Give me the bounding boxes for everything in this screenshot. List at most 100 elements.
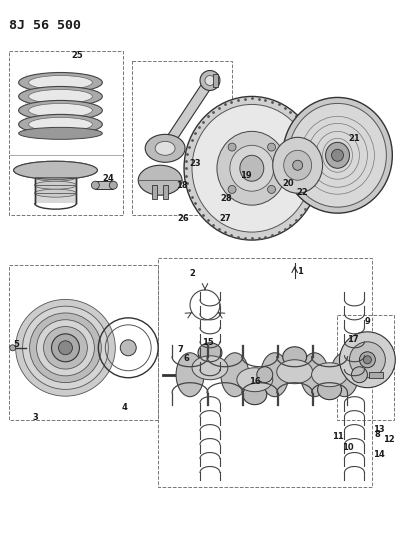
- Text: 26: 26: [177, 214, 189, 223]
- Ellipse shape: [14, 161, 97, 179]
- Ellipse shape: [350, 342, 385, 378]
- Ellipse shape: [289, 103, 386, 207]
- Text: 6: 6: [183, 354, 189, 364]
- Text: 16: 16: [249, 377, 261, 386]
- Ellipse shape: [205, 76, 215, 85]
- Ellipse shape: [257, 367, 273, 383]
- Ellipse shape: [35, 173, 77, 181]
- Ellipse shape: [359, 352, 375, 368]
- Ellipse shape: [192, 356, 228, 379]
- Text: 7: 7: [177, 345, 183, 354]
- Ellipse shape: [228, 185, 236, 193]
- Ellipse shape: [326, 142, 350, 168]
- Ellipse shape: [51, 334, 79, 362]
- Ellipse shape: [243, 385, 267, 405]
- Ellipse shape: [240, 155, 264, 181]
- Ellipse shape: [221, 176, 229, 184]
- Bar: [213, 74, 218, 87]
- Ellipse shape: [268, 143, 276, 151]
- Text: 4: 4: [121, 403, 127, 412]
- Text: 5: 5: [14, 340, 20, 349]
- Ellipse shape: [29, 76, 93, 90]
- Text: 23: 23: [189, 159, 201, 168]
- Text: 21: 21: [349, 134, 360, 143]
- Text: 19: 19: [240, 171, 252, 180]
- Ellipse shape: [19, 100, 102, 120]
- Ellipse shape: [91, 181, 99, 189]
- Ellipse shape: [222, 192, 228, 198]
- Ellipse shape: [293, 160, 302, 170]
- Text: 25: 25: [71, 51, 83, 60]
- Ellipse shape: [29, 103, 93, 117]
- Ellipse shape: [37, 320, 95, 376]
- Ellipse shape: [230, 146, 274, 191]
- Ellipse shape: [109, 181, 117, 189]
- Bar: [132, 61, 232, 215]
- Bar: [35, 170, 77, 203]
- Ellipse shape: [10, 345, 16, 351]
- Text: 15: 15: [202, 338, 214, 348]
- Ellipse shape: [29, 117, 93, 131]
- Ellipse shape: [198, 343, 222, 363]
- Ellipse shape: [30, 313, 101, 383]
- Text: 14: 14: [373, 450, 385, 459]
- Ellipse shape: [261, 353, 289, 397]
- Ellipse shape: [184, 96, 320, 240]
- Ellipse shape: [363, 356, 371, 364]
- Ellipse shape: [283, 347, 306, 367]
- Ellipse shape: [284, 150, 312, 180]
- Ellipse shape: [301, 353, 328, 397]
- Bar: [336, 315, 394, 419]
- Ellipse shape: [19, 127, 102, 139]
- Ellipse shape: [352, 367, 367, 383]
- Ellipse shape: [19, 72, 102, 92]
- Text: 24: 24: [103, 174, 114, 183]
- Bar: [152, 185, 157, 199]
- Bar: [163, 185, 168, 199]
- Ellipse shape: [200, 70, 220, 91]
- Ellipse shape: [120, 340, 136, 356]
- Ellipse shape: [228, 143, 236, 151]
- Bar: [369, 372, 383, 378]
- Ellipse shape: [43, 327, 87, 369]
- Bar: [9, 51, 123, 215]
- Bar: [158, 258, 372, 487]
- Ellipse shape: [23, 306, 108, 390]
- Ellipse shape: [332, 149, 344, 161]
- Text: 1: 1: [297, 268, 302, 277]
- Text: 8: 8: [375, 430, 380, 439]
- Text: 22: 22: [297, 188, 308, 197]
- Ellipse shape: [318, 379, 342, 400]
- Text: 3: 3: [33, 413, 38, 422]
- Text: 18: 18: [176, 181, 188, 190]
- Ellipse shape: [155, 141, 175, 155]
- Ellipse shape: [138, 165, 182, 195]
- Ellipse shape: [16, 300, 115, 396]
- Ellipse shape: [330, 353, 358, 397]
- Ellipse shape: [19, 115, 102, 134]
- Ellipse shape: [59, 341, 73, 355]
- Text: 27: 27: [219, 214, 231, 223]
- Ellipse shape: [340, 332, 395, 387]
- Ellipse shape: [283, 98, 392, 213]
- Ellipse shape: [221, 353, 249, 397]
- Ellipse shape: [277, 360, 312, 384]
- Ellipse shape: [35, 181, 77, 189]
- Ellipse shape: [35, 189, 77, 197]
- Ellipse shape: [176, 353, 204, 397]
- Text: 10: 10: [342, 443, 353, 452]
- Text: 8J 56 500: 8J 56 500: [9, 19, 81, 31]
- Text: 9: 9: [365, 317, 370, 326]
- Ellipse shape: [268, 185, 276, 193]
- Text: 12: 12: [383, 435, 395, 444]
- Ellipse shape: [273, 138, 322, 193]
- Text: 2: 2: [189, 270, 195, 278]
- Text: 20: 20: [282, 179, 294, 188]
- Text: 11: 11: [332, 432, 344, 441]
- Ellipse shape: [237, 368, 273, 392]
- Ellipse shape: [29, 90, 93, 103]
- Bar: [95, 181, 113, 189]
- Bar: [9, 265, 158, 419]
- Ellipse shape: [145, 134, 185, 162]
- Text: 17: 17: [347, 335, 358, 344]
